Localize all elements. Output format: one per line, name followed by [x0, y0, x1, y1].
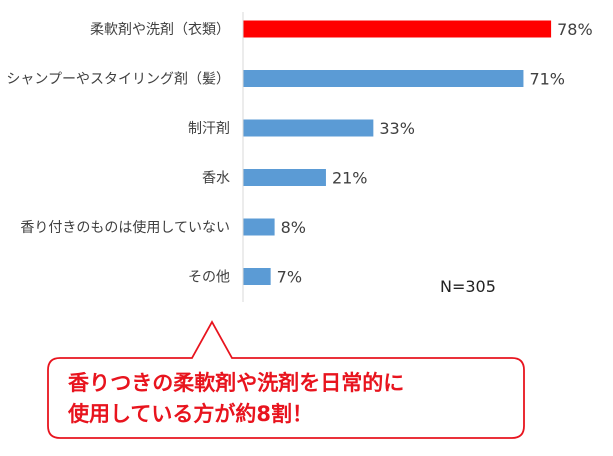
- bar: [243, 20, 552, 38]
- callout-line-1: 香りつきの柔軟剤や洗剤を日常的に: [68, 371, 404, 395]
- bar: [243, 119, 374, 137]
- bar: [243, 268, 271, 285]
- value-label: 71%: [529, 70, 565, 89]
- callout-line-2: 使用している方が約8割！: [67, 402, 313, 426]
- category-label: 制汗剤: [188, 121, 230, 137]
- category-label: シャンプーやスタイリング剤（髪）: [6, 72, 230, 88]
- value-label: 33%: [379, 119, 415, 138]
- category-label: 柔軟剤や洗剤（衣類）: [90, 22, 230, 38]
- value-label: 8%: [281, 218, 306, 237]
- category-label: 香り付きのものは使用していない: [20, 219, 230, 236]
- bar: [243, 169, 326, 186]
- value-label: 21%: [332, 169, 368, 188]
- bar: [243, 218, 275, 236]
- value-label: 7%: [277, 268, 302, 287]
- bar: [243, 70, 524, 87]
- callout-border: [47, 320, 525, 439]
- category-label: その他: [188, 270, 230, 286]
- sample-size-label: N=305: [440, 277, 496, 296]
- callout-box: 香りつきの柔軟剤や洗剤を日常的に 使用している方が約8割！: [47, 320, 525, 439]
- bars-layer: 柔軟剤や洗剤（衣類） 78% シャンプーやスタイリング剤（髪） 71% 制汗剤 33% 香水…: [6, 20, 592, 287]
- value-label: 78%: [557, 20, 593, 39]
- category-label: 香水: [202, 171, 230, 187]
